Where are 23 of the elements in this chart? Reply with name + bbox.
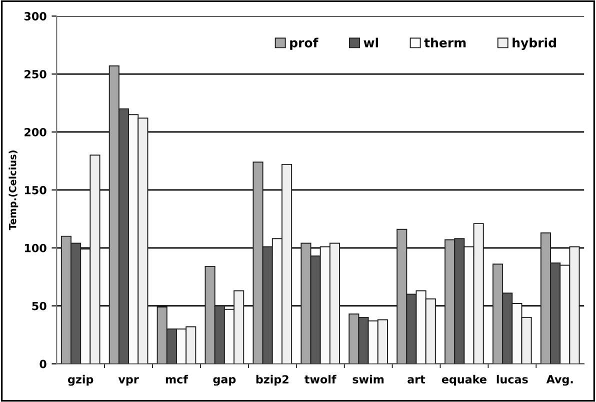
legend-label: wl xyxy=(364,38,378,48)
x-tick-label: gap xyxy=(213,377,236,386)
x-tick-label: art xyxy=(408,376,426,384)
x-tick-label: swim xyxy=(352,374,384,384)
x-tick-label: vpr xyxy=(118,377,139,386)
x-tick-label: Avg. xyxy=(546,375,573,386)
x-tick-label: lucas xyxy=(496,374,528,384)
y-tick-label: 300 xyxy=(24,12,46,20)
legend-label: therm xyxy=(424,38,466,48)
legend-label: prof xyxy=(290,38,318,50)
x-tick-label: bzip2 xyxy=(256,374,288,386)
y-tick-label: 100 xyxy=(24,244,46,252)
x-tick-label: equake xyxy=(442,374,486,386)
y-tick-label: 150 xyxy=(24,186,46,194)
x-tick-label: mcf xyxy=(166,374,188,384)
y-tick-label: 200 xyxy=(24,128,46,136)
y-tick-label: 50 xyxy=(32,302,46,310)
legend-label: hybrid xyxy=(512,38,556,50)
y-tick-label: 250 xyxy=(24,70,46,78)
y-tick-label: 0 xyxy=(40,360,46,368)
y-axis-title: Temp.(Celcius) xyxy=(8,150,18,230)
x-tick-label: twolf xyxy=(304,374,336,384)
x-tick-label: gzip xyxy=(68,374,94,386)
